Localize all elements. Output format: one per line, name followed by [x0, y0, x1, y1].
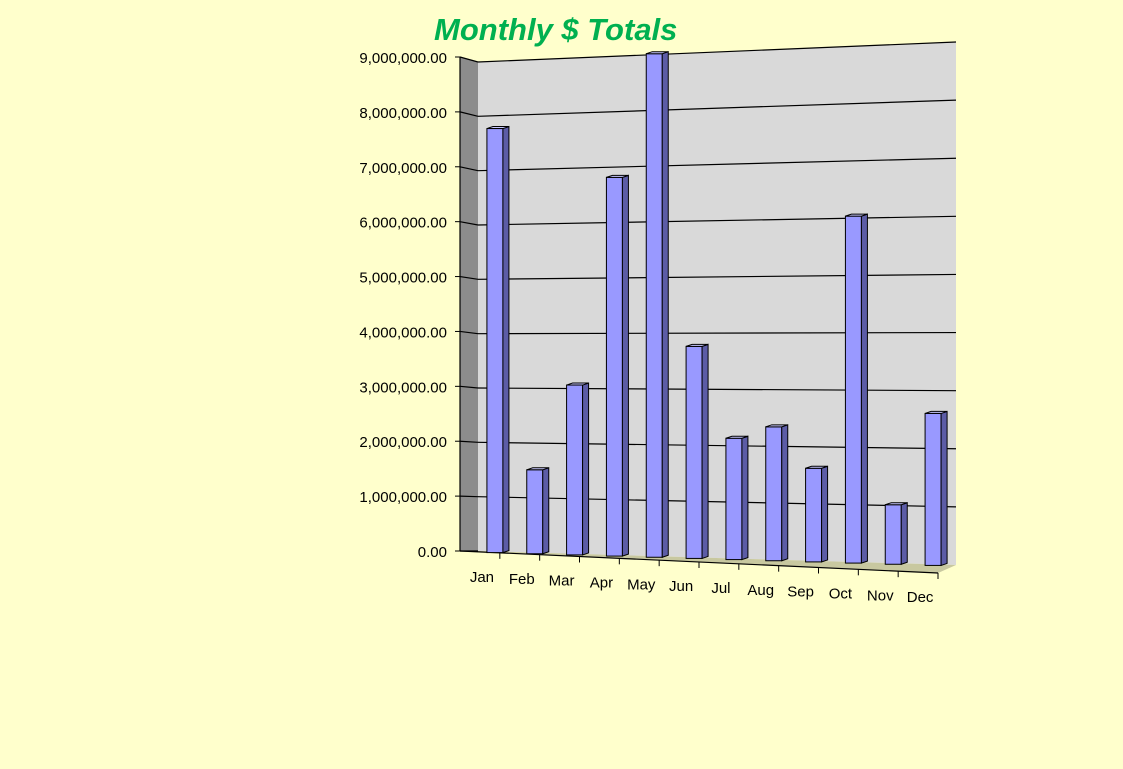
back-wall	[478, 42, 956, 565]
bar-top	[725, 435, 749, 439]
x-tick-label: Nov	[867, 587, 894, 604]
x-tick-label: Jun	[669, 578, 693, 595]
x-tick-label: Mar	[549, 573, 575, 590]
side-wall	[460, 57, 478, 551]
y-tick-label: 1,000,000.00	[359, 489, 447, 506]
bar-side	[900, 502, 908, 565]
bar	[566, 384, 584, 556]
bar	[725, 437, 743, 561]
bar	[844, 215, 862, 564]
bar	[486, 128, 504, 554]
bar-top	[845, 213, 868, 217]
bar-top	[805, 465, 828, 469]
x-tick-label: Feb	[509, 571, 535, 588]
x-tick-label: May	[627, 576, 656, 593]
x-tick-label: Apr	[590, 574, 613, 591]
bar-top	[606, 174, 629, 178]
y-tick-label: 0.00	[418, 544, 447, 561]
y-tick-label: 5,000,000.00	[359, 270, 447, 287]
y-tick-label: 8,000,000.00	[359, 105, 447, 122]
side-gridline	[459, 330, 479, 335]
y-tick-label: 4,000,000.00	[359, 324, 447, 341]
bar	[526, 469, 544, 555]
bar	[765, 426, 783, 562]
bar-top	[646, 51, 669, 55]
bar-top	[924, 410, 948, 414]
bar	[805, 467, 823, 563]
bar-top	[486, 126, 510, 130]
x-tick-label: Jan	[470, 569, 494, 586]
bar-side	[940, 410, 948, 567]
bar-top	[685, 343, 709, 347]
bar-side	[741, 435, 749, 561]
y-tick-label: 7,000,000.00	[359, 160, 447, 177]
chart-title: Monthly $ Totals	[434, 12, 678, 47]
bar-top	[526, 467, 549, 471]
bar-top	[885, 502, 908, 506]
bar-side	[781, 424, 789, 562]
bar-side	[502, 125, 510, 554]
gridline	[477, 441, 957, 450]
x-tick-label: Sep	[787, 584, 814, 601]
y-tick-label: 6,000,000.00	[359, 215, 447, 232]
bar	[924, 412, 942, 566]
gridline	[477, 215, 957, 226]
gridline	[477, 157, 957, 172]
x-tick-label: Aug	[747, 582, 774, 599]
side-gridline	[459, 495, 479, 498]
bar-side	[860, 213, 868, 564]
gridline	[477, 273, 957, 280]
x-tick-label: Jul	[711, 580, 730, 597]
gridline	[477, 387, 957, 392]
y-tick-label: 9,000,000.00	[359, 50, 447, 67]
bar	[605, 176, 623, 557]
side-gridline	[459, 385, 479, 389]
side-gridline	[459, 166, 479, 172]
y-tick-label: 2,000,000.00	[359, 434, 447, 451]
bar-side	[701, 343, 709, 560]
side-gridline	[459, 111, 479, 117]
bar	[685, 345, 703, 559]
bar-side	[542, 467, 550, 555]
x-tick-label: Oct	[829, 585, 853, 602]
bar-side	[582, 382, 590, 556]
bar-side	[621, 174, 629, 557]
gridline	[477, 331, 957, 335]
bar	[645, 53, 663, 558]
side-gridline	[459, 56, 479, 63]
bar-top	[765, 424, 788, 428]
bar-top	[566, 382, 589, 386]
bar-side	[661, 51, 669, 558]
y-tick-label: 3,000,000.00	[359, 379, 447, 396]
gridline	[477, 496, 957, 508]
x-tick-label: Dec	[907, 589, 934, 606]
side-gridline	[459, 221, 479, 226]
bar	[884, 504, 902, 565]
bar-side	[821, 465, 829, 563]
side-gridline	[459, 440, 479, 443]
gridline	[477, 99, 957, 117]
gridline	[477, 41, 957, 63]
side-gridline	[459, 275, 479, 280]
